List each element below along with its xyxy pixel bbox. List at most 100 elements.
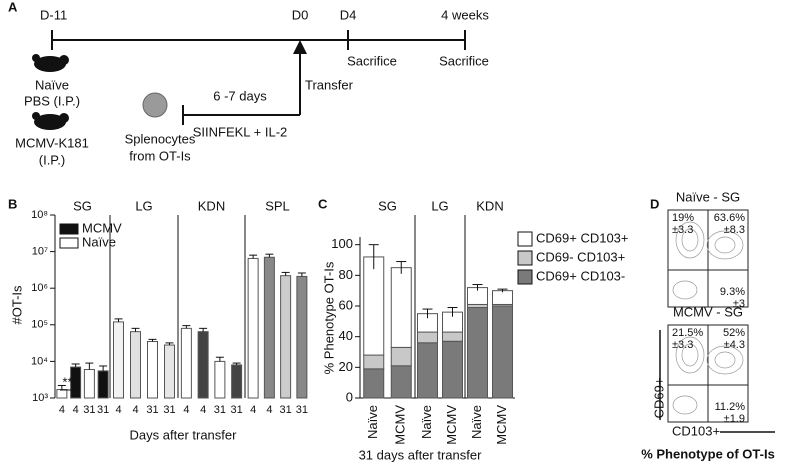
panel-label: D	[650, 196, 659, 211]
bar	[147, 340, 158, 399]
flow-frames	[667, 209, 749, 423]
group-label: KDN	[476, 198, 503, 213]
x-tick-label: Naïve	[365, 405, 380, 439]
timepoint: 4 weeks	[441, 7, 489, 22]
transfer: Transfer	[305, 77, 354, 92]
y-tick-label: 10⁸	[31, 209, 48, 221]
group-label: PBS (I.P.)	[24, 93, 80, 108]
y-tick-label: 80	[339, 267, 353, 282]
group-label: SG	[73, 198, 92, 213]
flow-title: MCMV - SG	[673, 304, 743, 319]
x-tick-label: MCMV	[393, 405, 408, 445]
bar-segment	[442, 340, 463, 399]
legend-label: Naïve	[82, 234, 116, 249]
y-tick-label: 20	[339, 359, 353, 374]
quadrant-sd: ±3.3	[672, 224, 693, 236]
group-label: SG	[378, 198, 397, 213]
flow-title: Naïve - SG	[676, 189, 740, 204]
annotation: ***	[62, 374, 77, 389]
x-tick-label: Naïve	[419, 405, 434, 439]
x-tick-label: 4	[115, 404, 121, 416]
bar-segment	[390, 346, 412, 367]
bar	[296, 275, 308, 399]
mouse-icon	[32, 54, 69, 130]
x-tick-label: 4	[59, 404, 65, 416]
x-tick-label: 31	[231, 404, 243, 416]
bar	[263, 256, 275, 399]
bar-segment	[417, 342, 438, 399]
group-label: LG	[431, 198, 448, 213]
y-tick-label: 10⁶	[31, 282, 48, 294]
legend-swatch	[517, 250, 533, 266]
panel-label: A	[8, 0, 18, 14]
y-tick-label: 100	[331, 236, 353, 251]
x-tick-label: 4	[250, 404, 256, 416]
bar	[97, 370, 109, 399]
x-tick-label: 31	[146, 404, 158, 416]
cells-label: from OT-Is	[129, 148, 191, 163]
quadrant-percent: 19%	[672, 212, 694, 224]
legend-label: CD69+ CD103+	[536, 230, 629, 245]
quadrant-sd: ±1.9	[724, 413, 745, 425]
bar	[197, 331, 209, 399]
bar-segment	[417, 331, 438, 344]
quadrant-percent: 63.6%	[714, 212, 745, 224]
bar	[113, 321, 124, 399]
bar	[280, 275, 292, 399]
x-tick-label: 4	[73, 404, 79, 416]
bar-segment	[442, 331, 463, 342]
bar-segment	[390, 267, 412, 348]
timeline	[51, 30, 466, 125]
x-tick-label: MCMV	[494, 405, 509, 445]
panel-label: C	[318, 196, 328, 211]
y-tick-label: 60	[339, 297, 353, 312]
x-axis-label: Days after transfer	[130, 427, 238, 442]
y-tick-label: 10⁴	[31, 355, 48, 367]
duration: 6 -7 days	[213, 88, 267, 103]
flow-caption: % Phenotype of OT-Is	[641, 446, 775, 461]
quadrant-percent: 21.5%	[672, 327, 703, 339]
event: Sacrifice	[347, 53, 397, 68]
x-tick-label: 31	[83, 404, 95, 416]
bar-segment	[390, 365, 412, 399]
bar	[180, 327, 192, 399]
group-label: Naïve	[35, 77, 69, 92]
quadrant-sd: ±3	[733, 298, 745, 310]
contours	[672, 221, 744, 415]
x-tick-label: 4	[200, 404, 206, 416]
y-axis-label: #OT-Is	[9, 285, 24, 325]
panel-label: B	[8, 196, 17, 211]
x-tick-label: 31	[296, 404, 308, 416]
quadrant-percent: 11.2%	[715, 401, 746, 413]
group-label: SPL	[265, 198, 290, 213]
group-label: (I.P.)	[39, 152, 66, 167]
group-label: MCMV-K181	[15, 135, 89, 150]
cells-label: Splenocytes	[125, 131, 196, 146]
bar-segment	[467, 307, 488, 399]
quadrant-percent: 52%	[723, 327, 745, 339]
bar-segment	[363, 354, 385, 370]
y-tick-label: 40	[339, 328, 353, 343]
bar	[231, 364, 243, 399]
cell-icon	[142, 92, 168, 118]
bar	[130, 331, 141, 399]
event: Sacrifice	[439, 53, 489, 68]
timepoint: D-11	[40, 7, 67, 22]
bar	[214, 360, 226, 399]
legend-label: CD69+ CD103-	[536, 268, 625, 283]
group-label: KDN	[198, 198, 225, 213]
y-tick-label: 10⁵	[31, 319, 48, 331]
bar	[56, 389, 68, 399]
x-tick-label: 4	[183, 404, 189, 416]
legend-label: CD69- CD103+	[536, 249, 625, 264]
legend-swatch	[59, 223, 79, 235]
quadrant-percent: 9.3%	[720, 286, 745, 298]
bar	[83, 369, 95, 399]
quadrant-sd: ±3.3	[672, 339, 693, 351]
x-axis-label: 31 days after transfer	[359, 447, 483, 462]
flow-x-label: CD103+	[672, 423, 720, 438]
x-tick-label: 31	[163, 404, 175, 416]
y-tick-label: 0	[346, 389, 353, 404]
bar-segment	[363, 256, 385, 356]
